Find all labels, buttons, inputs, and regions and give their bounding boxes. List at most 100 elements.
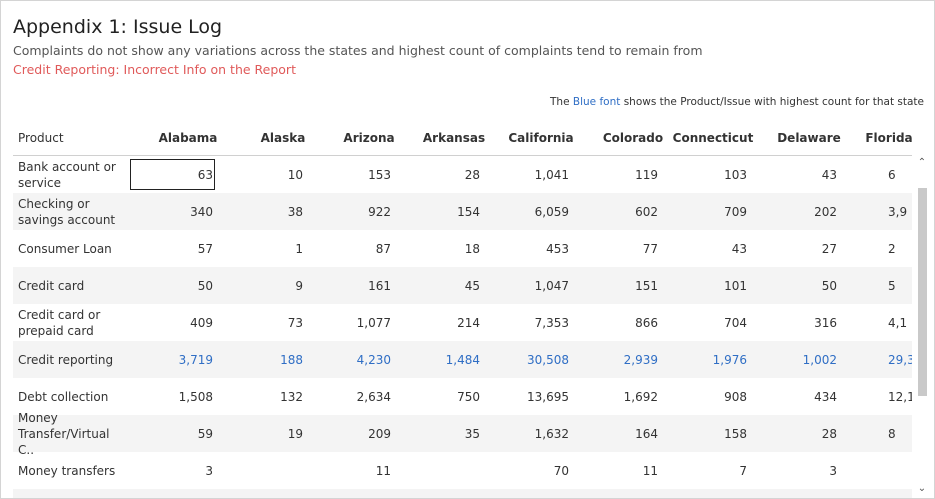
table-cell[interactable] [757, 489, 837, 498]
table-cell[interactable]: 73 [223, 304, 303, 341]
table-cell[interactable] [667, 489, 747, 498]
table-cell[interactable]: 316 [757, 304, 837, 341]
table-cell[interactable]: 77 [578, 230, 658, 267]
table-cell[interactable]: 4,1 [888, 304, 912, 341]
table-cell[interactable]: 12,1 [888, 378, 912, 415]
table-cell[interactable]: 908 [667, 378, 747, 415]
table-cell[interactable]: 151 [578, 267, 658, 304]
table-cell[interactable]: 164 [578, 415, 658, 452]
table-row[interactable]: Credit reporting 3,719 188 4,230 1,484 30,508… [13, 341, 912, 378]
column-header-alabama[interactable]: Alabama [143, 131, 233, 145]
table-cell[interactable]: 340 [133, 193, 213, 230]
table-cell[interactable]: 6,059 [489, 193, 569, 230]
table-row[interactable]: Credit card 50 9 161 45 1,047 151 101 50 5 [13, 267, 912, 304]
table-row[interactable]: Consumer Loan 57 1 87 18 453 77 43 27 2 [13, 230, 912, 267]
table-cell[interactable]: 132 [223, 378, 303, 415]
table-cell[interactable]: 7 [667, 452, 747, 489]
table-cell[interactable]: 709 [667, 193, 747, 230]
table-cell[interactable]: 2,939 [578, 341, 658, 378]
table-cell[interactable]: 7,353 [489, 304, 569, 341]
chevron-up-icon[interactable]: ⌃ [915, 156, 929, 170]
table-cell[interactable]: 2 [888, 230, 912, 267]
table-row[interactable]: Money Transfer/Virtual C.. 59 19 209 35 1,632… [13, 415, 912, 452]
table-cell[interactable]: 1,041 [489, 156, 569, 193]
table-cell[interactable]: 103 [667, 156, 747, 193]
table-cell[interactable]: 1,692 [578, 378, 658, 415]
table-cell[interactable]: 13,695 [489, 378, 569, 415]
table-cell[interactable]: 1,976 [667, 341, 747, 378]
table-cell[interactable]: 18 [400, 230, 480, 267]
table-cell[interactable]: 866 [578, 304, 658, 341]
table-cell[interactable]: 59 [133, 415, 213, 452]
table-cell[interactable]: 11 [578, 452, 658, 489]
table-row[interactable]: Bank account or service 63 10 153 28 1,041 119… [13, 156, 912, 193]
table-cell[interactable]: 9 [223, 267, 303, 304]
column-header-colorado[interactable]: Colorado [588, 131, 678, 145]
table-cell[interactable]: 602 [578, 193, 658, 230]
column-header-alaska[interactable]: Alaska [238, 131, 328, 145]
table-cell[interactable]: 19 [223, 415, 303, 452]
table-cell[interactable]: 188 [223, 341, 303, 378]
table-cell[interactable]: 209 [311, 415, 391, 452]
table-cell[interactable]: 45 [400, 267, 480, 304]
column-header-arizona[interactable]: Arizona [324, 131, 414, 145]
table-cell[interactable]: 409 [133, 304, 213, 341]
table-cell[interactable]: 50 [757, 267, 837, 304]
table-row[interactable]: Debt collection 1,508 132 2,634 750 13,695 1,6… [13, 378, 912, 415]
table-row[interactable]: Money transfers 3 11 70 11 7 3 [13, 452, 912, 489]
table-cell[interactable]: 27 [757, 230, 837, 267]
table-cell[interactable]: 50 [133, 267, 213, 304]
table-cell[interactable]: 29,3 [888, 341, 912, 378]
table-cell[interactable] [578, 489, 658, 498]
table-cell[interactable]: 1,002 [757, 341, 837, 378]
table-cell[interactable]: 43 [667, 230, 747, 267]
column-header-delaware[interactable]: Delaware [764, 131, 854, 145]
table-cell[interactable] [223, 489, 303, 498]
table-row[interactable]: Mortgage [13, 489, 912, 498]
chevron-down-icon[interactable]: ⌄ [915, 482, 929, 496]
table-cell[interactable]: 101 [667, 267, 747, 304]
table-cell[interactable]: 28 [757, 415, 837, 452]
table-cell[interactable]: 35 [400, 415, 480, 452]
table-cell[interactable]: 161 [311, 267, 391, 304]
table-cell[interactable]: 1 [223, 230, 303, 267]
table-cell[interactable]: 11 [311, 452, 391, 489]
table-cell[interactable]: 38 [223, 193, 303, 230]
table-cell[interactable]: 1,508 [133, 378, 213, 415]
table-cell[interactable]: 704 [667, 304, 747, 341]
table-cell[interactable]: 434 [757, 378, 837, 415]
column-header-product[interactable]: Product [18, 131, 64, 145]
table-cell[interactable]: 43 [757, 156, 837, 193]
table-row[interactable]: Checking or savings account 340 38 922 154 6,… [13, 193, 912, 230]
column-header-california[interactable]: California [496, 131, 586, 145]
table-cell[interactable] [311, 489, 391, 498]
table-cell[interactable]: 1,632 [489, 415, 569, 452]
table-cell[interactable]: 3 [757, 452, 837, 489]
table-cell[interactable] [489, 489, 569, 498]
table-cell[interactable]: 214 [400, 304, 480, 341]
column-header-connecticut[interactable]: Connecticut [668, 131, 758, 145]
table-cell[interactable]: 153 [311, 156, 391, 193]
table-cell[interactable]: 4,230 [311, 341, 391, 378]
column-header-arkansas[interactable]: Arkansas [409, 131, 499, 145]
table-cell[interactable]: 922 [311, 193, 391, 230]
table-cell[interactable]: 10 [223, 156, 303, 193]
table-cell[interactable]: 1,047 [489, 267, 569, 304]
table-cell[interactable]: 5 [888, 267, 912, 304]
table-cell[interactable]: 1,484 [400, 341, 480, 378]
table-cell[interactable]: 87 [311, 230, 391, 267]
table-cell[interactable] [400, 489, 480, 498]
table-cell[interactable]: 57 [133, 230, 213, 267]
table-cell[interactable]: 158 [667, 415, 747, 452]
table-cell[interactable]: 30,508 [489, 341, 569, 378]
table-cell[interactable]: 3,9 [888, 193, 912, 230]
table-cell[interactable]: 154 [400, 193, 480, 230]
table-cell[interactable] [888, 489, 912, 498]
table-cell[interactable] [223, 452, 303, 489]
table-cell[interactable]: 63 [133, 156, 213, 193]
table-cell[interactable]: 8 [888, 415, 912, 452]
table-cell[interactable]: 750 [400, 378, 480, 415]
table-cell[interactable]: 28 [400, 156, 480, 193]
table-cell[interactable]: 1,077 [311, 304, 391, 341]
table-cell[interactable]: 453 [489, 230, 569, 267]
